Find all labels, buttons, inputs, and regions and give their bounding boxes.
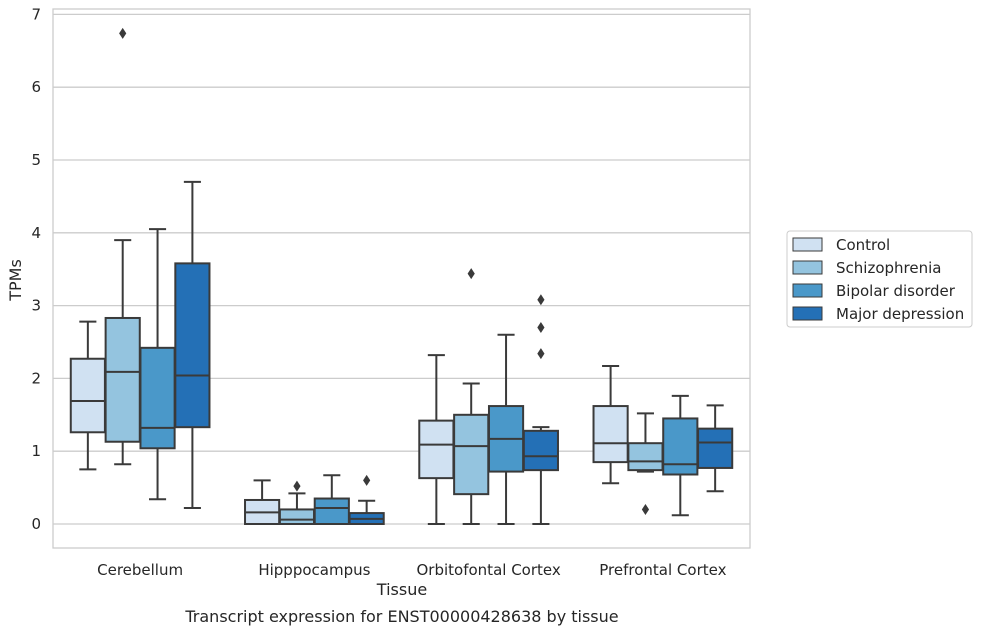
box-control xyxy=(418,354,455,525)
iqr-box xyxy=(662,417,699,476)
y-tick-label: 4 xyxy=(31,224,41,242)
legend-swatch xyxy=(792,260,823,275)
box-bipolar-disorder xyxy=(662,394,699,517)
box-bipolar-disorder xyxy=(487,333,525,525)
y-tick-label: 7 xyxy=(31,5,41,23)
iqr-box xyxy=(453,413,490,496)
y-axis-title: TPMs xyxy=(6,259,25,302)
iqr-box xyxy=(313,497,350,525)
legend-label: Bipolar disorder xyxy=(836,282,956,300)
legend: Control Schizophrenia Bipolar disorder Majo… xyxy=(786,230,973,328)
box-control xyxy=(69,320,106,471)
legend-frame xyxy=(786,230,973,328)
y-tick-label: 0 xyxy=(31,515,41,533)
iqr-box xyxy=(104,316,141,443)
outlier-point xyxy=(119,27,127,39)
y-tick-label: 1 xyxy=(31,442,41,460)
x-tick-label: Orbitofontal Cortex xyxy=(417,561,561,579)
outlier-point xyxy=(537,321,545,333)
box-major-depression xyxy=(697,404,734,493)
box-schizophrenia xyxy=(104,27,141,466)
y-tick-label: 5 xyxy=(31,151,41,169)
y-tick-label: 3 xyxy=(31,297,41,315)
iqr-box xyxy=(174,262,211,429)
box-groups xyxy=(69,27,734,526)
y-tick-label: 6 xyxy=(31,78,41,96)
iqr-box xyxy=(522,429,559,472)
outlier-point xyxy=(537,348,545,360)
x-tick-label: Hipppocampus xyxy=(258,561,370,579)
x-tick-label: Cerebellum xyxy=(97,561,183,579)
legend-swatch xyxy=(792,306,823,321)
iqr-box xyxy=(69,357,106,434)
box-schizophrenia xyxy=(453,268,490,525)
outlier-point xyxy=(537,294,545,306)
x-axis-ticks: Cerebellum Hipppocampus Orbitofontal Corte… xyxy=(97,561,726,579)
box-control xyxy=(244,479,281,526)
box-schizophrenia xyxy=(278,480,316,526)
box-schizophrenia xyxy=(627,412,664,515)
box-control xyxy=(592,365,629,485)
legend-swatch xyxy=(792,283,823,298)
outlier-point xyxy=(293,480,301,492)
outlier-point xyxy=(363,474,371,486)
iqr-box xyxy=(139,346,176,450)
y-axis-ticks: 0 1 2 3 4 5 6 7 xyxy=(31,5,41,533)
box-major-depression xyxy=(522,294,559,525)
plot-frame xyxy=(52,8,751,549)
box-bipolar-disorder xyxy=(139,228,176,501)
outlier-point xyxy=(467,268,475,280)
legend-label: Major depression xyxy=(836,305,964,323)
iqr-box xyxy=(697,427,734,469)
y-tick-label: 2 xyxy=(31,369,41,387)
box-major-depression xyxy=(174,180,211,509)
iqr-box xyxy=(627,442,664,472)
x-tick-label: Prefrontal Cortex xyxy=(599,561,726,579)
legend-label: Schizophrenia xyxy=(836,259,941,277)
iqr-box xyxy=(278,508,316,526)
iqr-box xyxy=(418,419,455,480)
outlier-point xyxy=(641,503,650,515)
legend-swatch xyxy=(792,237,823,252)
box-bipolar-disorder xyxy=(313,474,350,525)
box-major-depression xyxy=(348,474,385,526)
iqr-box xyxy=(592,405,629,464)
chart-title: Transcript expression for ENST0000042863… xyxy=(184,607,618,626)
legend-label: Control xyxy=(836,236,890,254)
x-axis-title: Tissue xyxy=(376,580,427,599)
